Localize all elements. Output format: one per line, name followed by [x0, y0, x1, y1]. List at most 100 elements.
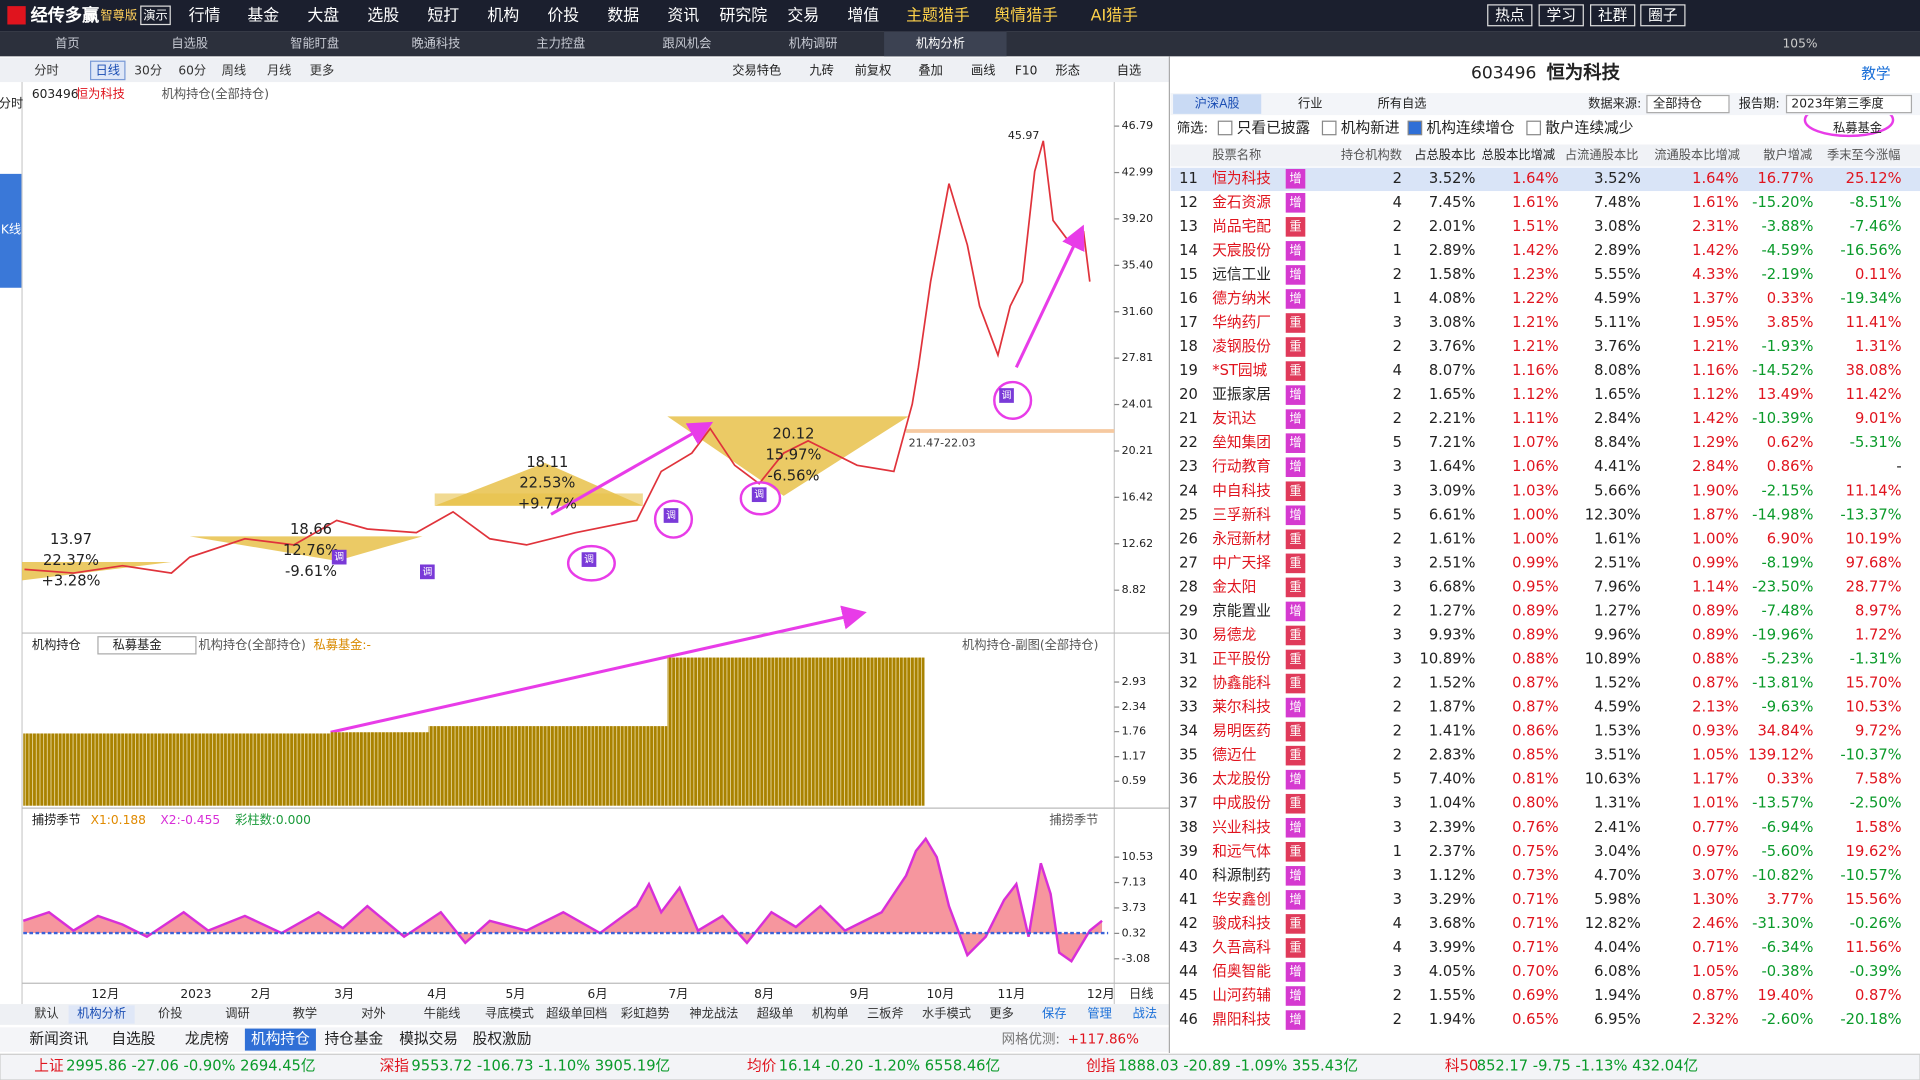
period[interactable]: 更多: [310, 64, 334, 78]
info-tab[interactable]: 模拟交易: [399, 1030, 458, 1048]
stock-name[interactable]: 和远气体: [1212, 843, 1271, 860]
top-button[interactable]: 圈子: [1648, 7, 1677, 24]
column-header[interactable]: 散户增减: [1763, 147, 1812, 162]
tool[interactable]: F10: [1015, 64, 1038, 78]
filter[interactable]: 机构连续增仓: [1427, 120, 1515, 137]
select[interactable]: 2023年第三季度: [1791, 96, 1883, 111]
column-header[interactable]: 季末至今涨幅: [1827, 147, 1900, 162]
menu-item[interactable]: 价投: [547, 5, 579, 24]
period[interactable]: 周线: [222, 64, 246, 78]
stock-name[interactable]: 科源制药: [1212, 867, 1271, 884]
stock-name[interactable]: 中广天择: [1212, 554, 1271, 571]
filter[interactable]: 机构新进: [1341, 120, 1400, 137]
stock-name[interactable]: 易德龙: [1212, 625, 1256, 643]
stock-name[interactable]: 太龙股份: [1212, 771, 1271, 788]
template-tab[interactable]: 神龙战法: [689, 1006, 738, 1020]
template-tab[interactable]: 超级单回档: [546, 1005, 607, 1020]
selector[interactable]: 私募基金: [113, 637, 162, 652]
stock-name[interactable]: 华安鑫创: [1212, 890, 1271, 908]
stock-name[interactable]: 佰奥智能: [1212, 962, 1271, 980]
period[interactable]: 60分: [178, 64, 206, 78]
menu-item[interactable]: 选股: [367, 5, 399, 24]
menu-item[interactable]: 研究院: [719, 5, 767, 24]
template-tab[interactable]: 教学: [293, 1005, 317, 1020]
stock-name[interactable]: 尚品宅配: [1212, 218, 1271, 235]
tool[interactable]: 交易特色: [732, 63, 781, 78]
column-header[interactable]: 持仓机构数: [1341, 147, 1402, 162]
fund-type[interactable]: 私募基金: [1833, 120, 1882, 135]
stock-name[interactable]: 骏成科技: [1212, 915, 1271, 932]
period[interactable]: 日线: [96, 64, 120, 78]
tab[interactable]: 主力控盘: [536, 36, 585, 51]
stock-name[interactable]: 行动教育: [1212, 458, 1271, 475]
template-tab[interactable]: 管理: [1087, 1005, 1111, 1020]
period[interactable]: 月线: [267, 64, 291, 78]
info-tab[interactable]: 自选股: [111, 1031, 155, 1048]
menu-item[interactable]: 数据: [607, 5, 639, 24]
template-tab[interactable]: 更多: [989, 1006, 1013, 1020]
help[interactable]: 教学: [1861, 66, 1890, 83]
menu-item[interactable]: 基金: [247, 5, 279, 24]
top-button[interactable]: 学习: [1547, 7, 1576, 24]
template-tab[interactable]: 价投: [158, 1005, 182, 1020]
menu-item[interactable]: 资讯: [667, 5, 699, 24]
menu-item[interactable]: 舆情猎手: [994, 5, 1058, 24]
side-tab[interactable]: K线: [1, 223, 21, 237]
stock-name[interactable]: 鼎阳科技: [1212, 1011, 1271, 1028]
tab[interactable]: 晚通科技: [411, 37, 460, 51]
template-tab[interactable]: 默认: [34, 1005, 58, 1020]
menu-item[interactable]: AI猎手: [1091, 5, 1138, 24]
tab[interactable]: 自选股: [171, 37, 208, 51]
info-tab[interactable]: 机构持仓: [251, 1031, 310, 1048]
template-tab[interactable]: 机构分析: [77, 1005, 126, 1020]
select[interactable]: 全部持仓: [1653, 96, 1702, 111]
period[interactable]: 30分: [134, 64, 162, 78]
column-header[interactable]: 股票名称: [1212, 147, 1261, 162]
tool[interactable]: 九砖: [809, 63, 833, 78]
stock-name[interactable]: 金太阳: [1212, 578, 1256, 595]
stock-name[interactable]: 莱尔科技: [1212, 699, 1271, 716]
template-tab[interactable]: 三板斧: [867, 1006, 904, 1020]
stock-name[interactable]: 三孚新科: [1212, 506, 1271, 523]
market-tab[interactable]: 沪深A股: [1195, 97, 1240, 111]
template-tab[interactable]: 机构单: [812, 1005, 849, 1020]
stock-name[interactable]: 兴业科技: [1212, 819, 1271, 836]
template-tab[interactable]: 战法: [1133, 1006, 1157, 1020]
stock-name[interactable]: 远信工业: [1212, 266, 1271, 283]
tool[interactable]: 叠加: [918, 64, 942, 78]
info-tab[interactable]: 龙虎榜: [185, 1031, 229, 1048]
menu-item[interactable]: 大盘: [307, 5, 339, 24]
stock-name[interactable]: 正平股份: [1212, 651, 1271, 668]
stock-name[interactable]: 京能置业: [1212, 602, 1271, 619]
column-header[interactable]: 流通股本比增减: [1654, 147, 1740, 162]
tab[interactable]: 机构分析: [916, 36, 965, 51]
info-tab[interactable]: 股权激励: [473, 1031, 532, 1048]
tab[interactable]: 跟风机会: [662, 37, 711, 51]
template-tab[interactable]: 彩虹趋势: [621, 1006, 670, 1020]
stock-name[interactable]: 天宸股份: [1212, 242, 1271, 259]
stock-name[interactable]: 易明医药: [1212, 723, 1271, 740]
tool[interactable]: 前复权: [855, 63, 892, 78]
info-tab[interactable]: 新闻资讯: [29, 1031, 88, 1048]
filter[interactable]: 只看已披露: [1237, 120, 1311, 137]
top-button[interactable]: 热点: [1495, 7, 1524, 24]
stock-name[interactable]: 亚振家居: [1212, 386, 1271, 403]
tool[interactable]: 画线: [971, 64, 995, 78]
top-button[interactable]: 社群: [1598, 7, 1628, 24]
template-tab[interactable]: 寻底模式: [485, 1005, 534, 1020]
period[interactable]: 分时: [34, 64, 58, 78]
menu-item[interactable]: 行情: [189, 5, 221, 24]
menu-item[interactable]: 主题猎手: [906, 5, 970, 24]
stock-name[interactable]: 凌钢股份: [1212, 338, 1271, 355]
menu-item[interactable]: 增值: [847, 5, 879, 24]
column-header[interactable]: 占总股本比: [1414, 147, 1475, 162]
filter[interactable]: 散户连续减少: [1545, 120, 1633, 137]
column-header[interactable]: 总股本比增减: [1482, 147, 1555, 162]
menu-item[interactable]: 短打: [427, 5, 459, 24]
tab[interactable]: 机构调研: [789, 36, 838, 51]
template-tab[interactable]: 水手模式: [922, 1006, 971, 1020]
tab[interactable]: 首页: [55, 37, 79, 51]
template-tab[interactable]: 超级单: [757, 1005, 794, 1020]
side-tab[interactable]: 分时: [0, 97, 23, 111]
market-tab[interactable]: 行业: [1298, 97, 1322, 111]
